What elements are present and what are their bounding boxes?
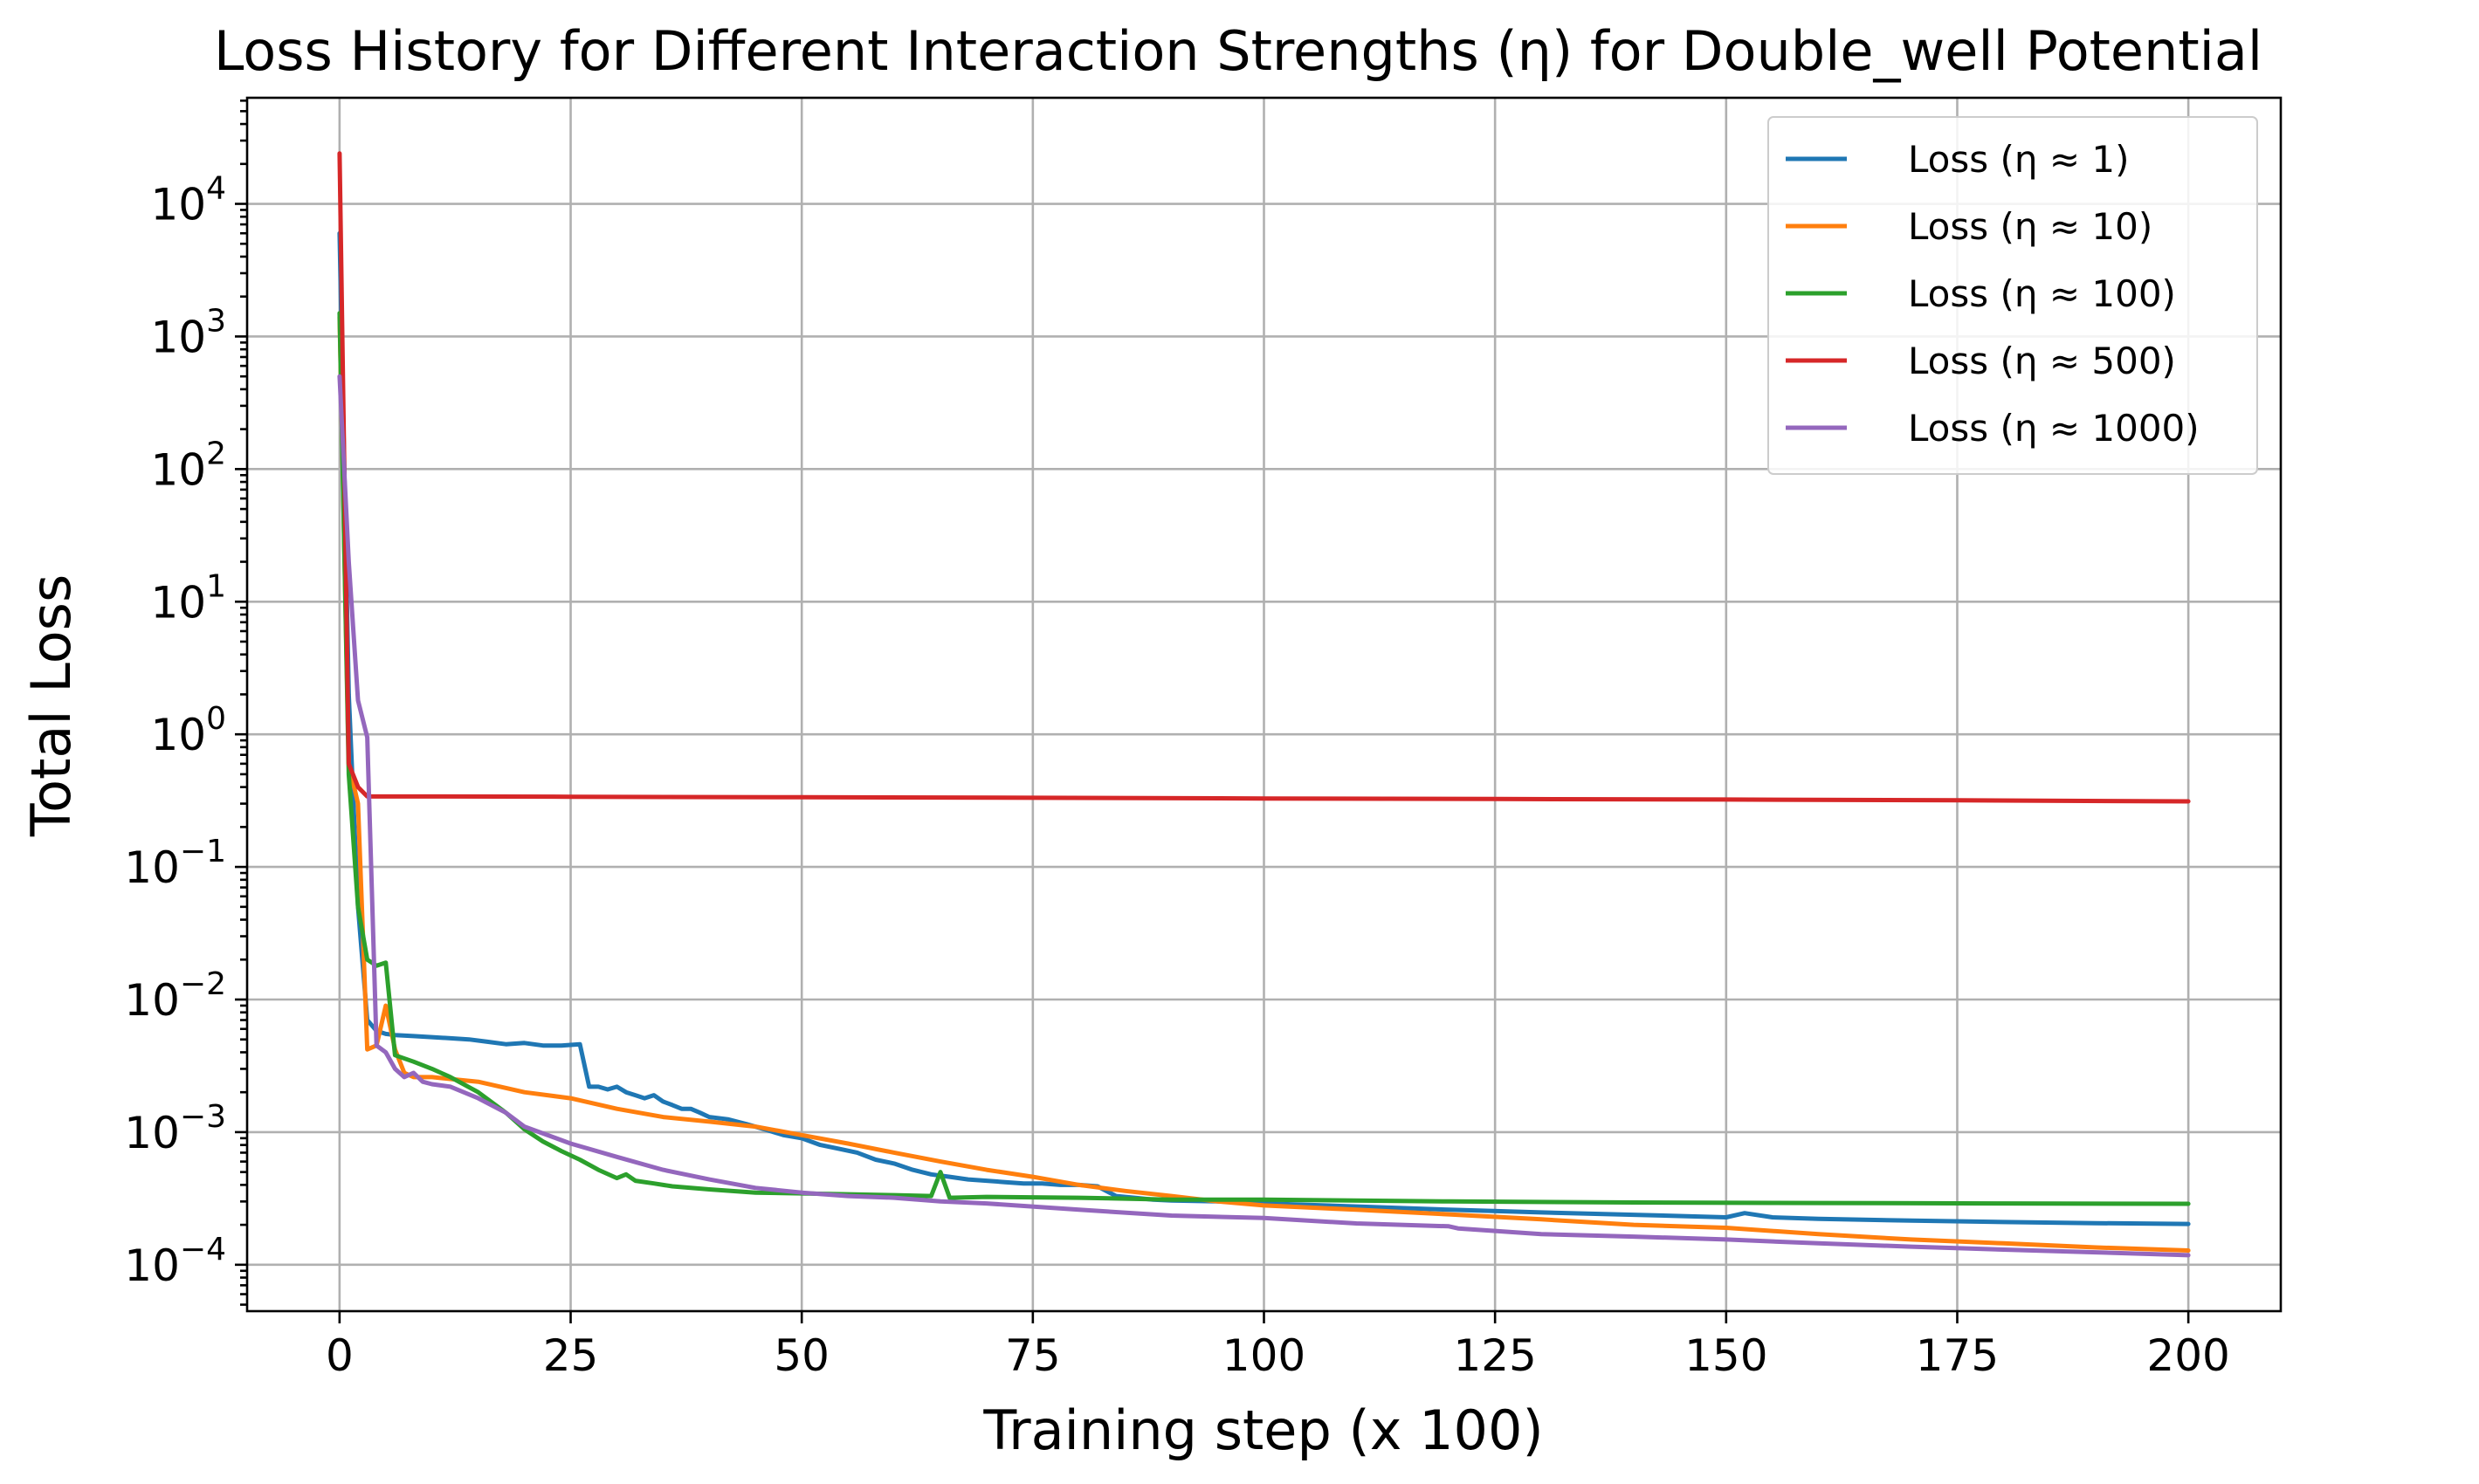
y-tick-label: 10−1	[124, 834, 226, 893]
legend-label: Loss (η ≈ 1000)	[1908, 407, 2200, 450]
x-tick-label: 0	[326, 1330, 354, 1381]
y-axis-label: Total Loss	[19, 574, 83, 838]
y-tick-label: 103	[150, 303, 226, 362]
legend-label: Loss (η ≈ 10)	[1908, 205, 2152, 248]
x-tick-label: 200	[2146, 1330, 2229, 1381]
y-tick-label: 100	[150, 701, 226, 760]
series-line-3	[337, 311, 2191, 1206]
x-axis-ticks: 0 25 50 75 100 125 150 175 200	[326, 1311, 2230, 1381]
y-tick-label: 10−4	[124, 1232, 226, 1291]
x-tick-label: 50	[774, 1330, 830, 1381]
legend-box	[1767, 116, 2258, 475]
x-tick-label: 150	[1684, 1330, 1767, 1381]
x-tick-label: 75	[1005, 1330, 1061, 1381]
x-axis-label: Training step (x 100)	[982, 1398, 1543, 1462]
y-tick-label: 10−2	[124, 966, 226, 1026]
chart-title: Loss History for Different Interaction S…	[214, 19, 2262, 83]
x-tick-label: 125	[1453, 1330, 1536, 1381]
y-tick-label: 104	[150, 171, 226, 230]
series-lines	[337, 151, 2191, 1258]
x-tick-label: 25	[543, 1330, 599, 1381]
legend-label: Loss (η ≈ 100)	[1908, 272, 2176, 315]
y-tick-label: 10−3	[124, 1099, 226, 1158]
y-tick-label: 101	[150, 568, 226, 628]
legend-label: Loss (η ≈ 1)	[1908, 138, 2129, 181]
legend-label: Loss (η ≈ 500)	[1908, 340, 2176, 382]
x-tick-label: 100	[1222, 1330, 1305, 1381]
x-tick-label: 175	[1916, 1330, 1999, 1381]
grid-lines	[247, 98, 2281, 1311]
series-line-1	[337, 230, 2191, 1226]
y-axis-ticks: 10−4 10−3 10−2 10−1 100 101 102 103 104	[124, 100, 247, 1306]
series-line-5	[337, 374, 2191, 1258]
series-line-4	[337, 151, 2191, 804]
legend: Loss (η ≈ 1) Loss (η ≈ 10) Loss (η ≈ 100) L…	[1767, 116, 2258, 475]
y-tick-label: 102	[150, 436, 226, 495]
